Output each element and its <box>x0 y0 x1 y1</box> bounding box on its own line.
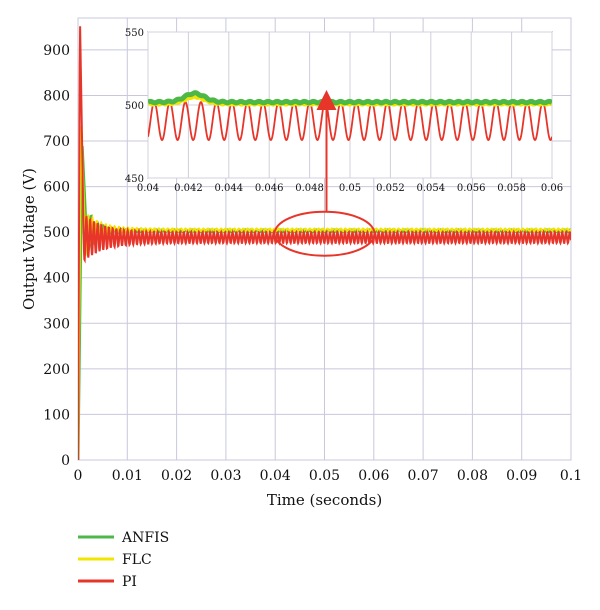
y-tick-label: 200 <box>43 362 70 378</box>
main-series <box>78 26 571 460</box>
series-line-flc <box>78 126 571 460</box>
x-tick-label: 0.08 <box>457 468 488 484</box>
inset-x-tick-label: 0.056 <box>457 183 486 194</box>
inset-x-tick-label: 0.046 <box>255 183 284 194</box>
zoom-annotation <box>273 90 376 257</box>
inset-x-tick-label: 0.04 <box>137 183 159 194</box>
inset-y-tick-label: 450 <box>125 174 144 185</box>
inset-x-tick-label: 0.052 <box>376 183 405 194</box>
inset-x-tick-label: 0.06 <box>541 183 563 194</box>
y-tick-label: 100 <box>43 407 70 423</box>
inset-y-tick-label: 550 <box>125 28 144 39</box>
y-tick-label: 300 <box>43 316 70 332</box>
x-tick-label: 0.04 <box>260 468 291 484</box>
legend-label-pi: PI <box>122 574 137 590</box>
legend-label-anfis: ANFIS <box>121 530 169 546</box>
inset-x-tick-label: 0.054 <box>416 183 445 194</box>
legend-label-flc: FLC <box>122 552 152 568</box>
y-tick-label: 500 <box>43 225 70 241</box>
main-y-ticks: 0 100 200 300 400 500 600 700 800 900 <box>43 43 70 469</box>
inset-series-anfis <box>148 90 552 106</box>
x-tick-label: 0.01 <box>112 468 143 484</box>
x-tick-label: 0.07 <box>408 468 439 484</box>
inset-x-tick-label: 0.042 <box>174 183 203 194</box>
inset-x-tick-label: 0.048 <box>295 183 324 194</box>
series-line-pi <box>78 26 571 460</box>
y-tick-label: 400 <box>43 271 70 287</box>
inset-x-tick-label: 0.058 <box>497 183 526 194</box>
legend: ANFIS FLC PI <box>78 530 169 590</box>
main-x-ticks: 0 0.01 0.02 0.03 0.04 0.05 0.06 0.07 0.08 0.09 0.1 <box>74 468 583 484</box>
y-tick-label: 700 <box>43 134 70 150</box>
x-tick-label: 0.02 <box>161 468 192 484</box>
y-tick-label: 900 <box>43 43 70 59</box>
inset-y-tick-label: 500 <box>125 101 144 112</box>
zoom-ellipse <box>273 210 376 257</box>
inset-chart: 0.04 0.042 0.044 0.046 0.048 0.05 0.052 0.054 0.… <box>125 28 563 194</box>
x-tick-label: 0.05 <box>309 468 340 484</box>
x-axis-label: Time (seconds) <box>267 491 382 509</box>
x-tick-label: 0.09 <box>506 468 537 484</box>
inset-x-tick-label: 0.044 <box>214 183 243 194</box>
y-tick-label: 600 <box>43 180 70 196</box>
x-tick-label: 0.03 <box>210 468 241 484</box>
x-tick-label: 0 <box>74 468 83 484</box>
y-axis-label: Output Voltage (V) <box>20 168 38 310</box>
x-tick-label: 0.1 <box>560 468 582 484</box>
y-tick-label: 800 <box>43 88 70 104</box>
x-tick-label: 0.06 <box>358 468 389 484</box>
inset-x-tick-label: 0.05 <box>339 183 361 194</box>
y-tick-label: 0 <box>61 453 70 469</box>
